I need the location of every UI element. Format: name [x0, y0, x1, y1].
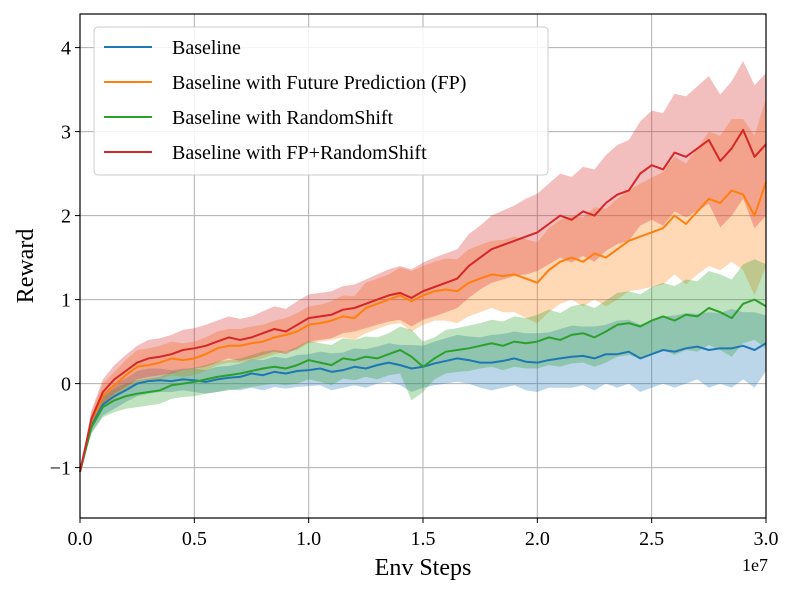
y-tick-label: 1 [61, 290, 71, 312]
y-tick-label: 3 [61, 122, 71, 144]
legend-box [93, 26, 549, 176]
series-band-2 [80, 98, 766, 472]
x-axis-offset-label: 1e7 [742, 555, 768, 575]
series-line-3 [79, 298, 767, 473]
series-line-4 [79, 128, 767, 473]
series-band-1 [80, 308, 766, 472]
legend-label: Baseline [172, 37, 241, 59]
x-tick-label: 2.5 [639, 528, 664, 550]
x-tick-label: 1.0 [296, 528, 321, 550]
series-lines [79, 128, 767, 473]
axis-ticks: 0.0 0.5 1.0 1.5 2.0 2.5 3.0 −1 0 1 2 3 4 [50, 38, 779, 550]
x-axis-title: Env Steps [375, 555, 472, 581]
x-tick-label: 2.0 [525, 528, 550, 550]
legend-label: Baseline with FP+RandomShift [172, 142, 427, 164]
legend-label: Baseline with RandomShift [172, 107, 394, 129]
x-tick-label: 1.5 [411, 528, 436, 550]
legend-label: Baseline with Future Prediction (FP) [172, 72, 466, 94]
series-band-4 [80, 61, 766, 472]
series-line-2 [79, 181, 767, 473]
legend: Baseline Baseline with Future Prediction … [93, 26, 549, 176]
y-tick-label: 0 [61, 374, 71, 396]
x-tick-label: 3.0 [754, 528, 779, 550]
x-tick-label: 0.5 [182, 528, 207, 550]
y-tick-label: 2 [61, 206, 71, 228]
y-tick-label: −1 [50, 458, 71, 480]
y-tick-label: 4 [61, 38, 71, 60]
x-tick-label: 0.0 [68, 528, 93, 550]
y-axis-title: Reward [13, 229, 39, 304]
